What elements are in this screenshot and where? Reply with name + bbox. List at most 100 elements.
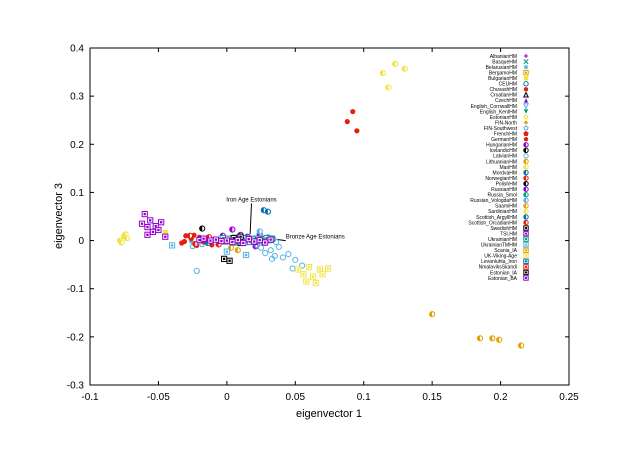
data-point — [264, 208, 272, 215]
data-point — [354, 128, 360, 134]
legend-entry: CroatianHM — [490, 91, 530, 99]
legend-entry: LithuanianHM — [486, 158, 529, 165]
marker-core — [264, 241, 267, 244]
y-tick-label: 0 — [78, 236, 84, 247]
data-point — [292, 256, 299, 263]
legend-entry: BasqueHM — [492, 58, 529, 65]
legend-marker — [523, 253, 529, 259]
legend-marker — [523, 275, 529, 281]
marker-half — [429, 311, 433, 317]
marker-core — [159, 221, 163, 224]
legend-marker — [523, 147, 529, 154]
data-point — [299, 262, 306, 269]
legend-marker — [522, 103, 530, 110]
legend-label: Russia_Smol — [488, 193, 517, 199]
series-chuvashhm — [344, 108, 360, 134]
marker-core — [232, 236, 235, 240]
data-points — [117, 60, 525, 349]
marker-core — [225, 250, 229, 253]
marker-core — [228, 259, 231, 262]
data-point — [300, 271, 307, 278]
y-tick-label: 0.4 — [70, 44, 84, 55]
legend-marker — [523, 169, 529, 176]
marker-core — [151, 230, 155, 234]
legend-entry: SwedishHM — [490, 225, 529, 232]
marker-core — [149, 219, 152, 222]
marker-core — [525, 232, 527, 235]
legend-label: Scottish_OrcadianHM — [468, 220, 517, 226]
data-point — [193, 267, 200, 275]
x-tick-label: -0.1 — [81, 392, 99, 403]
data-point — [123, 235, 131, 242]
legend-label: AlbanianHM — [490, 54, 517, 60]
legend: AlbanianHMBasqueHMBelarusianHMBergamoHMB… — [468, 54, 530, 282]
marker-half — [229, 226, 233, 233]
legend-label: BergamoHM — [489, 70, 517, 76]
legend-entry: NorwegianHM — [485, 175, 529, 182]
data-point — [207, 237, 214, 244]
marker-core — [296, 268, 300, 271]
data-point — [267, 247, 274, 254]
marker-core — [146, 225, 149, 229]
marker-half — [192, 241, 196, 247]
data-point — [144, 223, 151, 231]
legend-marker — [523, 242, 529, 248]
data-point — [141, 210, 148, 218]
legend-marker — [523, 142, 529, 148]
data-point — [476, 335, 484, 342]
legend-marker — [523, 76, 529, 81]
x-tick-label: -0.05 — [147, 392, 170, 403]
legend-marker — [523, 230, 529, 237]
marker-core — [170, 244, 174, 247]
data-point — [158, 219, 165, 226]
legend-entry: CzechHM — [495, 98, 529, 104]
data-point — [149, 228, 157, 236]
marker-core — [242, 241, 245, 245]
data-point — [496, 336, 503, 343]
marker-half — [477, 335, 481, 341]
data-point — [118, 239, 125, 246]
legend-marker — [523, 236, 529, 242]
y-tick-label: 0.3 — [70, 92, 84, 103]
marker-core — [209, 239, 212, 242]
data-point — [212, 236, 220, 243]
data-point — [200, 235, 207, 242]
legend-entry: HungarianHM — [486, 142, 529, 149]
legend-entry: BulgarianHM — [488, 76, 529, 82]
legend-entry: FIN-Southwest — [484, 125, 529, 132]
legend-marker — [523, 120, 529, 125]
data-point — [221, 255, 228, 262]
legend-label: Estonian_IA — [490, 270, 518, 276]
legend-marker — [523, 269, 529, 276]
data-point — [226, 257, 233, 264]
legend-marker — [523, 247, 529, 253]
legend-label: UkrainianTMHM — [481, 243, 517, 249]
legend-entry: English_CornwallHM — [471, 103, 530, 110]
data-point — [518, 342, 525, 349]
legend-entry: UK-Viking-Age — [484, 253, 529, 260]
marker-half — [523, 214, 526, 220]
data-point — [489, 335, 496, 342]
marker-core — [269, 238, 272, 241]
legend-marker — [523, 219, 529, 226]
legend-marker — [523, 264, 529, 270]
legend-entry: AlbanianHM — [490, 54, 529, 60]
marker-core — [247, 237, 250, 241]
data-point — [234, 247, 241, 254]
marker-half — [380, 70, 383, 76]
legend-label: BelarusianHM — [486, 65, 517, 71]
marker-core — [154, 224, 157, 228]
marker-core — [253, 240, 256, 243]
marker-core — [214, 238, 218, 241]
marker-core — [231, 240, 234, 244]
data-point — [242, 251, 250, 259]
series-uk-viking-age — [294, 263, 332, 287]
legend-label: Levanluhta_Iron — [481, 259, 517, 265]
legend-marker — [523, 87, 529, 92]
y-tick-label: -0.3 — [67, 381, 85, 392]
legend-entry: ChuvashHM — [489, 87, 529, 93]
legend-marker — [523, 130, 529, 136]
legend-entry: MordvaHM — [493, 169, 529, 176]
legend-entry: TSI.HM — [500, 230, 529, 237]
